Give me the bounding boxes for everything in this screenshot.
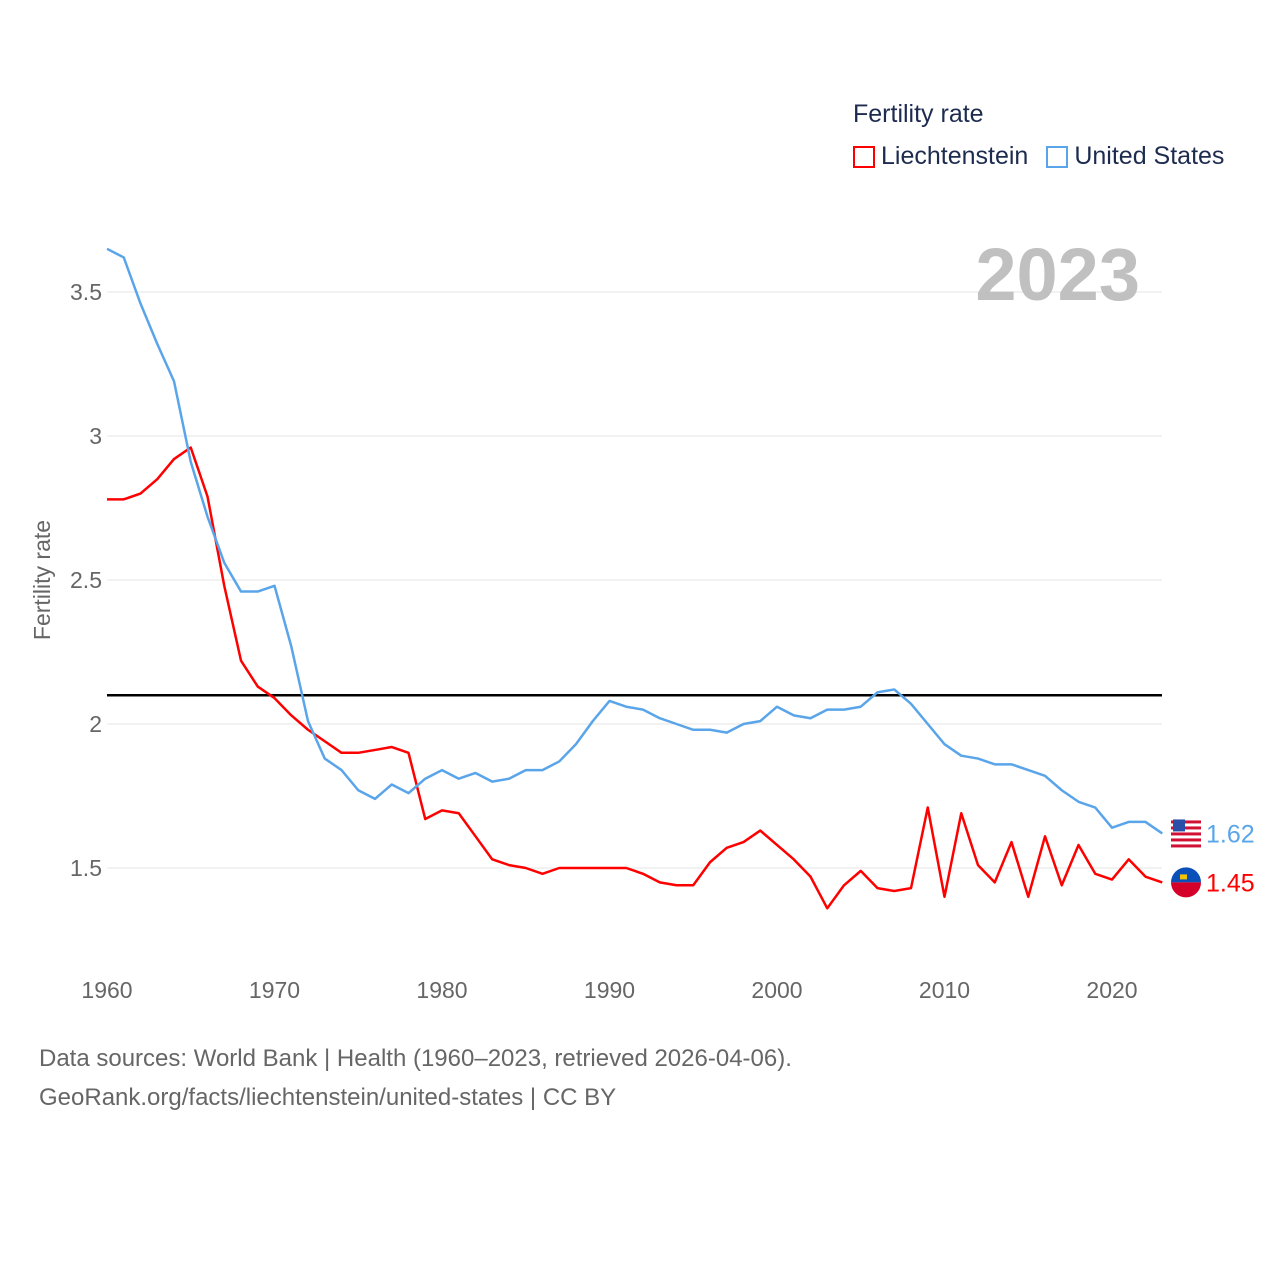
flag-stripe <box>1171 832 1201 836</box>
y-axis-label: Fertility rate <box>29 520 55 640</box>
series-line-liechtenstein <box>107 446 1163 910</box>
flag-stripe <box>1171 844 1201 848</box>
legend: Liechtenstein United States <box>853 142 1224 171</box>
x-tick-label: 1970 <box>249 977 300 1003</box>
y-tick-label: 3 <box>89 423 102 449</box>
flag-stripe <box>1171 838 1201 842</box>
x-tick-label: 1960 <box>81 977 132 1003</box>
year-label: 2023 <box>975 233 1140 316</box>
end-value-label: 1.62 <box>1206 820 1255 848</box>
legend-swatch-liechtenstein <box>853 145 875 168</box>
flag-stripe <box>1171 820 1201 824</box>
y-tick-label: 2 <box>89 711 102 737</box>
series-line-united-states <box>106 247 1163 835</box>
x-tick-label: 2020 <box>1086 977 1137 1003</box>
flag-stripe <box>1171 826 1201 830</box>
x-tick-label: 1990 <box>584 977 635 1003</box>
legend-item-liechtenstein[interactable]: Liechtenstein <box>853 142 1028 171</box>
legend-item-united-states[interactable]: United States <box>1046 142 1224 171</box>
x-tick-label: 1980 <box>416 977 467 1003</box>
legend-label: United States <box>1074 142 1225 170</box>
y-tick-label: 1.5 <box>70 855 102 881</box>
end-value-label: 1.45 <box>1206 869 1255 897</box>
source-link[interactable]: GeoRank.org/facts/liechtenstein/united-s… <box>39 1084 617 1111</box>
legend-title: Fertility rate <box>853 100 984 128</box>
flag-canton <box>1173 819 1185 832</box>
flag-crown <box>1180 874 1187 880</box>
flag-lower-half <box>1171 882 1201 898</box>
source-note: Data sources: World Bank | Health (1960–… <box>39 1045 792 1072</box>
x-tick-label: 2010 <box>919 977 970 1003</box>
y-tick-label: 3.5 <box>70 279 102 305</box>
x-tick-label: 2000 <box>751 977 802 1003</box>
y-tick-label: 2.5 <box>70 567 102 593</box>
legend-label: Liechtenstein <box>881 142 1029 170</box>
legend-swatch-united-states <box>1046 145 1069 168</box>
